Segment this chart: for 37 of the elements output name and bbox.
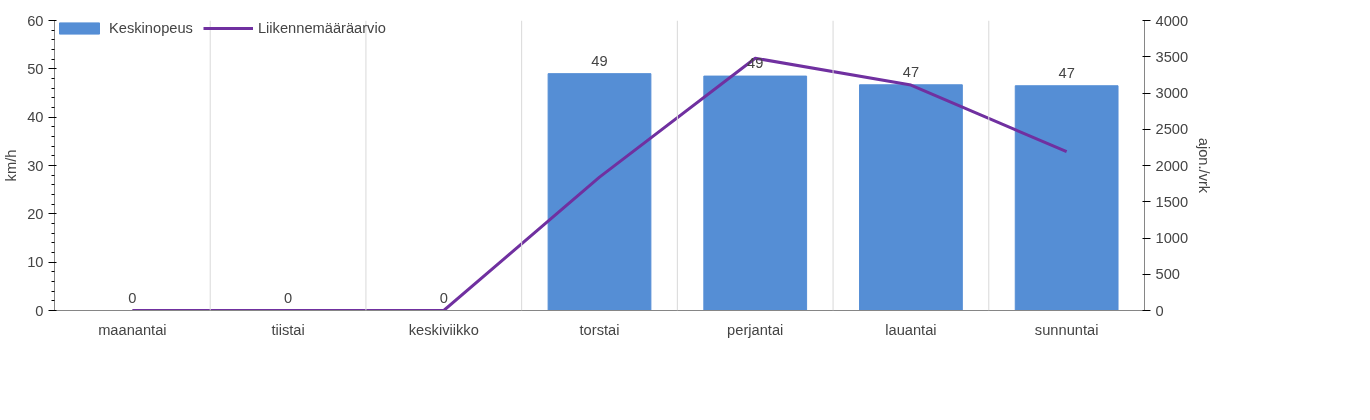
x-tick-label: lauantai (885, 321, 937, 338)
y2-tick-label: 4000 (1155, 12, 1189, 29)
data-label: 47 (1058, 64, 1075, 81)
x-tick-label: sunnuntai (1034, 321, 1099, 338)
y-tick-label: 30 (27, 157, 44, 174)
y2-tick-label: 1500 (1155, 193, 1189, 210)
bar (547, 73, 652, 311)
bar (859, 84, 963, 311)
data-label: 0 (439, 289, 448, 306)
x-tick-label: keskiviikko (408, 321, 479, 338)
data-label: 47 (902, 63, 920, 80)
y-axis-title: km/h (3, 149, 20, 182)
x-tick-label: perjantai (727, 321, 784, 338)
bar (1014, 85, 1119, 311)
y-tick-label: 0 (35, 302, 44, 319)
y-tick-label: 20 (27, 205, 44, 222)
x-tick-label: tiistai (271, 321, 305, 338)
x-tick-label: torstai (579, 321, 620, 338)
y-tick-label: 40 (27, 109, 44, 126)
y2-tick-label: 2000 (1155, 157, 1189, 174)
data-label: 0 (284, 289, 293, 306)
legend-label: Liikennemääräarvio (257, 20, 386, 36)
y2-tick-label: 1000 (1155, 230, 1189, 246)
bar (703, 75, 808, 311)
y2-tick-label: 2500 (1155, 121, 1189, 138)
y2-axis-title: ajon./vrk (1196, 137, 1213, 194)
data-label: 0 (128, 289, 137, 306)
data-label: 49 (591, 52, 608, 69)
y-tick-label: 10 (27, 254, 44, 271)
y-tick-label: 60 (27, 12, 44, 29)
y-tick-label: 50 (27, 60, 44, 77)
y2-tick-label: 3000 (1155, 85, 1189, 101)
y2-tick-label: 500 (1155, 266, 1180, 283)
x-tick-label: maanantai (98, 321, 167, 338)
y2-tick-label: 3500 (1155, 48, 1189, 65)
y2-tick-label: 0 (1155, 302, 1164, 319)
legend-label: Keskinopeus (109, 20, 193, 36)
